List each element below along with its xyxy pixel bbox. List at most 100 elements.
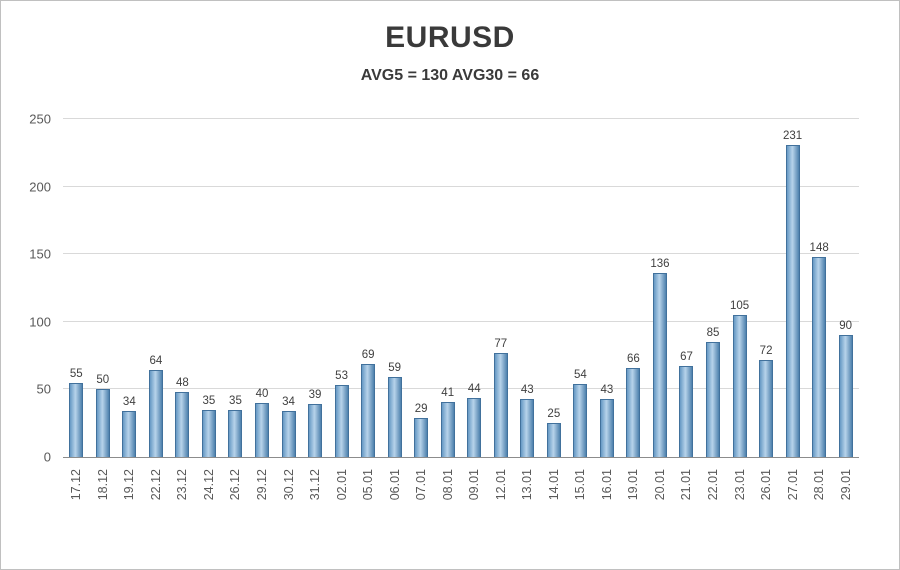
x-tick-label: 17.12 (69, 469, 84, 501)
bar-value-label: 44 (467, 382, 481, 395)
x-slot: 16.01 (594, 463, 621, 500)
x-slot: 09.01 (461, 463, 488, 500)
x-tick-label: 07.01 (414, 469, 429, 501)
x-slot: 24.12 (196, 463, 223, 500)
x-tick-label: 20.01 (652, 469, 667, 501)
bar (69, 382, 84, 457)
bar (201, 409, 216, 457)
x-tick-label: 08.01 (440, 469, 455, 501)
bar (281, 411, 296, 457)
plot-wrap: 0 50 100 150 200 250 55 50 34 64 48 35 35 40 34 39 53 69 5… (29, 112, 859, 465)
bar (626, 367, 641, 457)
x-tick-label: 02.01 (334, 469, 349, 501)
bar-slot: 34 (116, 119, 143, 457)
bar (95, 389, 110, 457)
bar (732, 315, 747, 457)
x-tick-label: 19.12 (122, 469, 137, 501)
bar-slot: 67 (673, 119, 700, 457)
x-tick-label: 22.01 (706, 469, 721, 501)
bar-value-label: 55 (69, 367, 83, 380)
bar-slot: 29 (408, 119, 435, 457)
x-tick-label: 22.12 (148, 469, 163, 501)
bar (679, 366, 694, 457)
x-slot: 19.01 (620, 463, 647, 500)
bar-slot: 90 (832, 119, 859, 457)
bar-value-label: 53 (335, 370, 348, 383)
bar-value-label: 35 (202, 394, 216, 407)
x-slot: 07.01 (408, 463, 435, 500)
y-tick-label: 50 (36, 381, 51, 397)
x-slot: 18.12 (90, 463, 117, 500)
x-slot: 05.01 (355, 463, 382, 500)
x-slot: 26.12 (222, 463, 249, 500)
bar-slot: 59 (381, 119, 408, 457)
bar-value-label: 40 (255, 387, 269, 400)
bar-slot: 55 (63, 119, 90, 457)
bar-slot: 35 (222, 119, 249, 457)
x-slot: 14.01 (541, 463, 568, 500)
bar-slot: 43 (594, 119, 621, 457)
bar-slot: 54 (567, 119, 594, 457)
x-slot: 26.01 (753, 463, 780, 500)
bar-slot: 39 (302, 119, 329, 457)
bar-value-label: 41 (441, 386, 455, 399)
bar-value-label: 29 (414, 402, 428, 415)
x-slot: 29.12 (249, 463, 276, 500)
bar (361, 363, 376, 457)
x-slot: 17.12 (63, 463, 90, 500)
bar-slot: 35 (196, 119, 223, 457)
bar-value-label: 25 (547, 408, 561, 421)
bar-value-label: 105 (729, 300, 750, 313)
bar (440, 401, 455, 457)
bar (599, 398, 614, 457)
bar-slot: 231 (779, 119, 806, 457)
x-tick-label: 09.01 (467, 469, 482, 501)
gridline (63, 320, 859, 322)
bar-value-label: 77 (494, 337, 508, 350)
bar (812, 256, 827, 457)
bar (122, 411, 137, 457)
x-tick-label: 05.01 (361, 469, 376, 501)
x-tick-label: 27.01 (785, 469, 800, 501)
bar-slot: 66 (620, 119, 647, 457)
x-tick-label: 29.12 (254, 469, 269, 501)
bar-value-label: 59 (388, 362, 402, 375)
x-slot: 20.01 (647, 463, 674, 500)
bar-value-label: 34 (282, 396, 295, 409)
x-tick-label: 29.01 (838, 469, 853, 501)
bar-slot: 34 (275, 119, 302, 457)
bar (387, 377, 402, 457)
bar-slot: 40 (249, 119, 276, 457)
bar-slot: 105 (726, 119, 753, 457)
bar-value-label: 69 (361, 348, 375, 361)
bar (785, 144, 800, 457)
x-slot: 27.01 (779, 463, 806, 500)
gridline (63, 185, 859, 187)
y-tick-label: 100 (29, 314, 51, 330)
x-axis: 17.12 18.12 19.12 22.12 23.12 24.12 26.12 29.12… (63, 463, 859, 500)
x-tick-label: 26.12 (228, 469, 243, 501)
y-tick-label: 200 (29, 179, 51, 195)
x-slot: 12.01 (488, 463, 515, 500)
x-slot: 22.12 (143, 463, 170, 500)
x-slot: 02.01 (328, 463, 355, 500)
y-tick-label: 250 (29, 111, 51, 127)
chart-subtitle: AVG5 = 130 AVG30 = 66 (360, 67, 540, 84)
bar-value-label: 67 (680, 351, 693, 364)
x-slot: 13.01 (514, 463, 541, 500)
bar (759, 359, 774, 457)
bar (228, 409, 243, 457)
bar-slot: 48 (169, 119, 196, 457)
x-slot: 15.01 (567, 463, 594, 500)
bar (573, 384, 588, 457)
x-tick-label: 12.01 (493, 469, 508, 501)
bar (467, 397, 482, 457)
x-slot: 06.01 (381, 463, 408, 500)
x-slot: 22.01 (700, 463, 727, 500)
x-tick-label: 24.12 (201, 469, 216, 501)
bar-value-label: 66 (627, 352, 640, 365)
bar-value-label: 50 (96, 374, 110, 387)
bar-value-label: 39 (308, 389, 322, 402)
bar-slot: 72 (753, 119, 780, 457)
chart-title: EURUSD (385, 21, 515, 54)
